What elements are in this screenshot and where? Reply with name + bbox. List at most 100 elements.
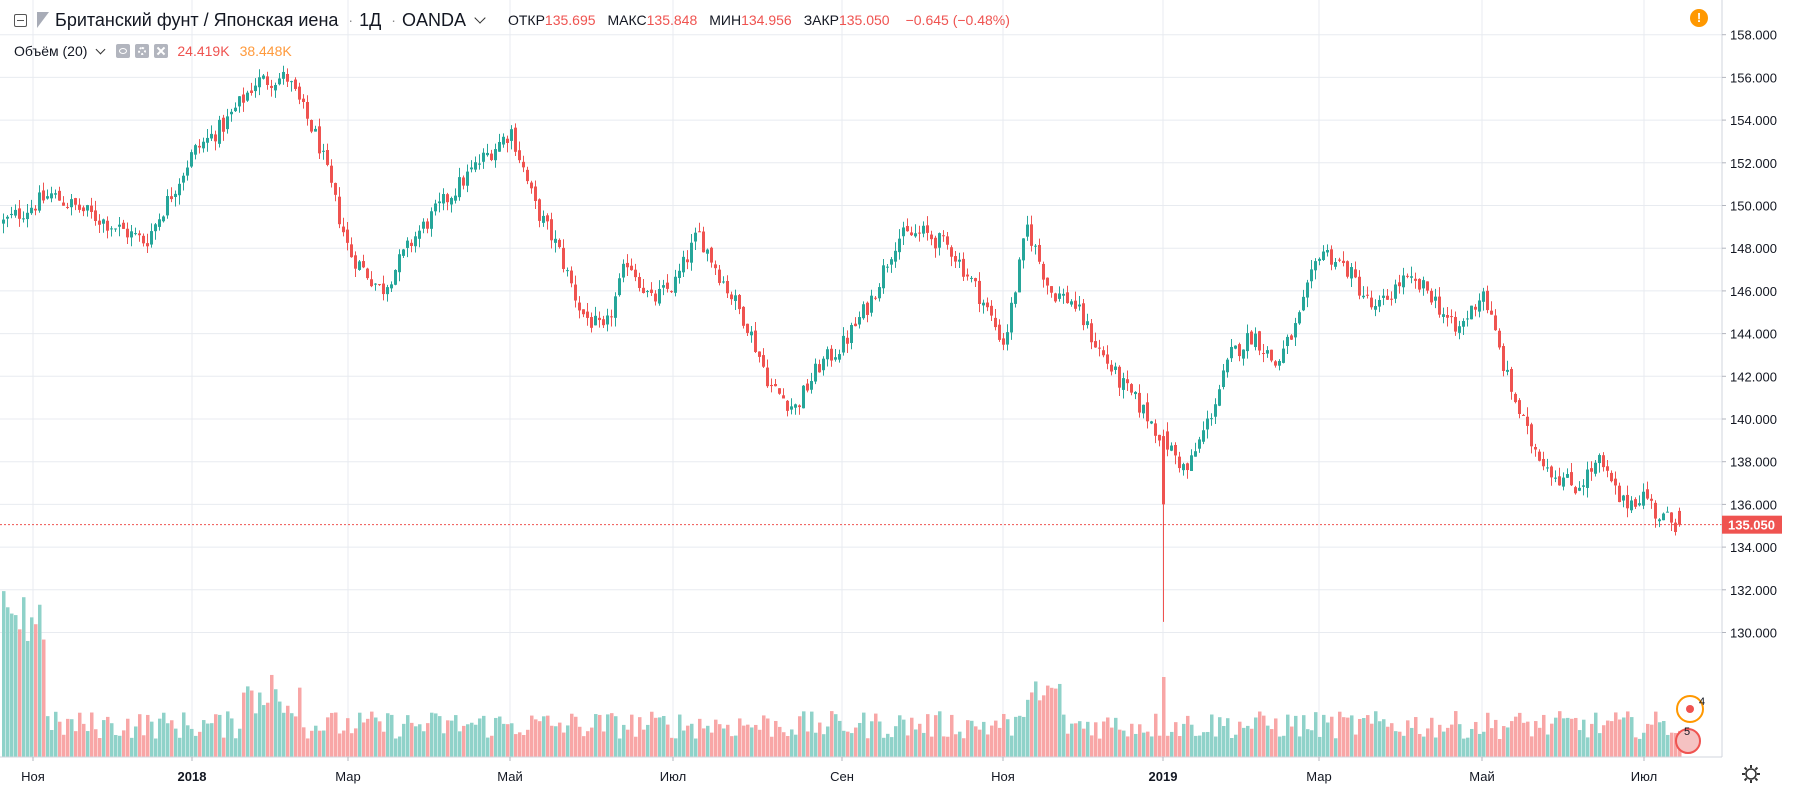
symbol-title[interactable]: Британский фунт / Японская иена <box>55 9 339 30</box>
candle <box>894 242 897 268</box>
exchange-label[interactable]: OANDA <box>401 9 466 30</box>
volume-bar <box>246 686 250 757</box>
candle <box>458 167 461 201</box>
candle <box>630 258 633 271</box>
candle <box>1290 334 1293 340</box>
candle <box>986 297 989 312</box>
volume-bar <box>1362 718 1366 757</box>
candle <box>538 198 541 228</box>
candle-body <box>358 261 361 270</box>
candle-body <box>1606 466 1609 471</box>
volume-bar <box>1406 720 1410 757</box>
candle <box>1166 422 1169 457</box>
event-badge[interactable]: 4 <box>1676 695 1705 723</box>
candle-body <box>230 111 233 115</box>
candle <box>626 254 629 277</box>
candle-body <box>858 317 861 325</box>
candle <box>54 189 57 199</box>
candle <box>334 182 337 202</box>
candle-body <box>1510 369 1513 392</box>
close-icon[interactable] <box>154 44 169 58</box>
candle-body <box>730 294 733 300</box>
gear-icon[interactable] <box>135 44 150 58</box>
candle-body <box>1254 333 1257 348</box>
price-tick-label: 146.000 <box>1730 284 1777 299</box>
volume-study-name[interactable]: Объём (20) <box>14 43 88 59</box>
candle <box>714 260 717 275</box>
candle-body <box>1638 503 1641 506</box>
volume-bar <box>1614 712 1618 757</box>
volume-bar <box>914 729 918 757</box>
volume-bar <box>1522 722 1526 757</box>
volume-bar <box>738 718 742 757</box>
candle <box>1526 407 1529 435</box>
candle-body <box>1522 414 1525 416</box>
candle <box>1610 470 1613 483</box>
event-badge-dot <box>1686 705 1694 713</box>
time-tick-label: Июл <box>1631 769 1657 784</box>
dividend-badge-ring <box>1675 728 1701 754</box>
volume-bar <box>6 607 10 757</box>
candle-body <box>1546 467 1549 469</box>
price-tick-label: 136.000 <box>1730 497 1777 512</box>
volume-bar <box>1230 737 1234 757</box>
candle-body <box>1594 462 1597 474</box>
volume-bar <box>178 737 182 757</box>
candle-body <box>670 291 673 293</box>
time-axis[interactable]: Ноя 2018 Мар Май Июл Сен Ноя 2019 Мар Май Июл <box>0 756 1722 784</box>
candle-body <box>1534 446 1537 450</box>
candle-body <box>1290 335 1293 340</box>
chevron-down-icon[interactable] <box>95 44 106 54</box>
candle <box>74 197 77 211</box>
candle <box>526 166 529 185</box>
candle-body <box>1334 262 1337 267</box>
volume-bar <box>102 720 106 757</box>
price-axis[interactable]: 158.000 156.000 154.000 152.000 150.000 148.0… <box>1721 0 1777 757</box>
candle-body <box>1438 296 1441 315</box>
candle-body <box>1294 323 1297 338</box>
candle <box>1010 297 1013 340</box>
volume-bar <box>682 730 686 757</box>
candle <box>970 275 973 283</box>
candle <box>1230 338 1233 362</box>
flag-icon[interactable] <box>37 12 49 28</box>
candle-body <box>1554 477 1557 479</box>
volume-bar <box>1010 735 1014 757</box>
candle-body <box>890 259 893 265</box>
candle <box>1022 238 1025 269</box>
volume-bar <box>346 718 350 757</box>
candle-body <box>1078 304 1081 307</box>
chevron-down-icon[interactable] <box>474 12 486 24</box>
volume-bar <box>22 597 26 757</box>
candle <box>162 215 165 223</box>
candle <box>102 218 105 233</box>
eye-icon[interactable] <box>116 44 131 58</box>
volume-bar <box>1306 729 1310 757</box>
volume-bar <box>366 718 370 757</box>
candle-body <box>642 287 645 294</box>
gear-icon[interactable] <box>1740 763 1762 785</box>
candle <box>1170 442 1173 452</box>
volume-bar <box>822 734 826 757</box>
volume-bar <box>870 721 874 757</box>
candle-body <box>454 195 457 201</box>
volume-bar <box>558 722 562 757</box>
volume-bar <box>1566 717 1570 757</box>
interval-label[interactable]: 1Д <box>359 9 382 30</box>
candle-body <box>1574 487 1577 494</box>
dividend-badge[interactable]: 5 <box>1675 726 1701 754</box>
candle-body <box>898 238 901 253</box>
volume-bar <box>818 722 822 757</box>
candle <box>58 186 61 201</box>
collapse-legend-button[interactable] <box>14 13 27 27</box>
volume-bar <box>1018 715 1022 757</box>
candle-body <box>1302 296 1305 311</box>
candle <box>774 379 777 387</box>
candle-body <box>1502 346 1505 371</box>
candle-body <box>510 129 513 141</box>
volume-bar <box>490 735 494 757</box>
alert-icon[interactable]: ! <box>1690 9 1708 27</box>
volume-bar <box>790 729 794 757</box>
